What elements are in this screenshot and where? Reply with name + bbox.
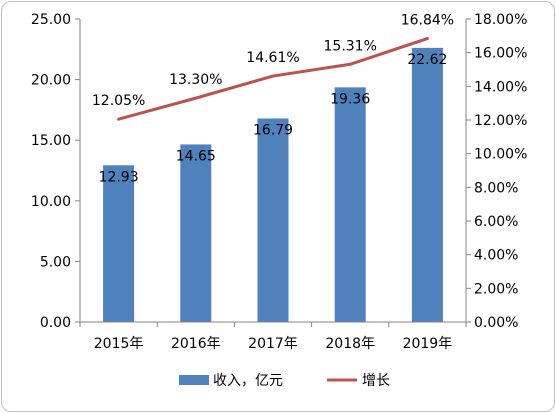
line-value-label: 15.31% [324, 38, 377, 54]
bar [257, 118, 289, 322]
line-value-label: 12.05% [92, 93, 145, 109]
left-tick-label: 10.00 [31, 194, 71, 210]
bar-value-label: 12.93 [99, 169, 139, 185]
right-tick-label: 8.00% [474, 180, 518, 196]
right-tick-label: 0.00% [474, 315, 518, 331]
growth-line [117, 37, 429, 121]
right-tick-label: 16.00% [474, 46, 527, 62]
legend: 收入，亿元 增长 [179, 373, 390, 389]
right-tick-label: 4.00% [474, 248, 518, 264]
x-tick-label: 2017年 [248, 336, 298, 352]
x-tick-label: 2016年 [171, 336, 221, 352]
data-labels: 12.93 14.65 16.79 19.36 22.62 12.05% 13.30% 14.… [92, 13, 454, 186]
right-axis: 0.00% 2.00% 4.00% 6.00% 8.00% 10.00% 12.00% 14.… [465, 12, 527, 331]
right-tick-label: 14.00% [474, 79, 527, 95]
bar [103, 165, 135, 322]
bar-series [103, 47, 443, 322]
line-value-label: 16.84% [401, 13, 454, 29]
left-tick-label: 25.00 [31, 12, 71, 28]
bar [180, 144, 212, 322]
right-tick-label: 18.00% [474, 12, 527, 28]
left-tick-label: 0.00 [40, 315, 71, 331]
x-tick-label: 2019年 [403, 336, 453, 352]
bar-value-label: 19.36 [330, 91, 370, 107]
line-value-label: 14.61% [246, 50, 299, 66]
legend-line-label: 增长 [362, 373, 390, 389]
bar-value-label: 14.65 [176, 148, 216, 164]
legend-bar-label: 收入，亿元 [213, 373, 283, 389]
left-axis: 0.00 5.00 10.00 15.00 20.00 25.00 [31, 12, 81, 331]
right-tick-label: 12.00% [474, 113, 527, 129]
x-axis: 2015年 2016年 2017年 2018年 2019年 [79, 321, 467, 352]
left-tick-label: 20.00 [31, 73, 71, 89]
bar [411, 47, 443, 322]
right-tick-label: 10.00% [474, 147, 527, 163]
line-value-label: 13.30% [169, 72, 222, 88]
right-tick-label: 2.00% [474, 281, 518, 297]
bar [334, 87, 366, 322]
legend-bar-swatch [179, 375, 209, 385]
x-tick-label: 2015年 [94, 336, 144, 352]
x-tick-label: 2018年 [325, 336, 375, 352]
left-tick-label: 15.00 [31, 133, 71, 149]
bar-value-label: 16.79 [253, 123, 293, 139]
right-tick-label: 6.00% [474, 214, 518, 230]
left-tick-label: 5.00 [40, 254, 71, 270]
line-series [117, 37, 429, 121]
bar-value-label: 22.62 [407, 52, 447, 68]
